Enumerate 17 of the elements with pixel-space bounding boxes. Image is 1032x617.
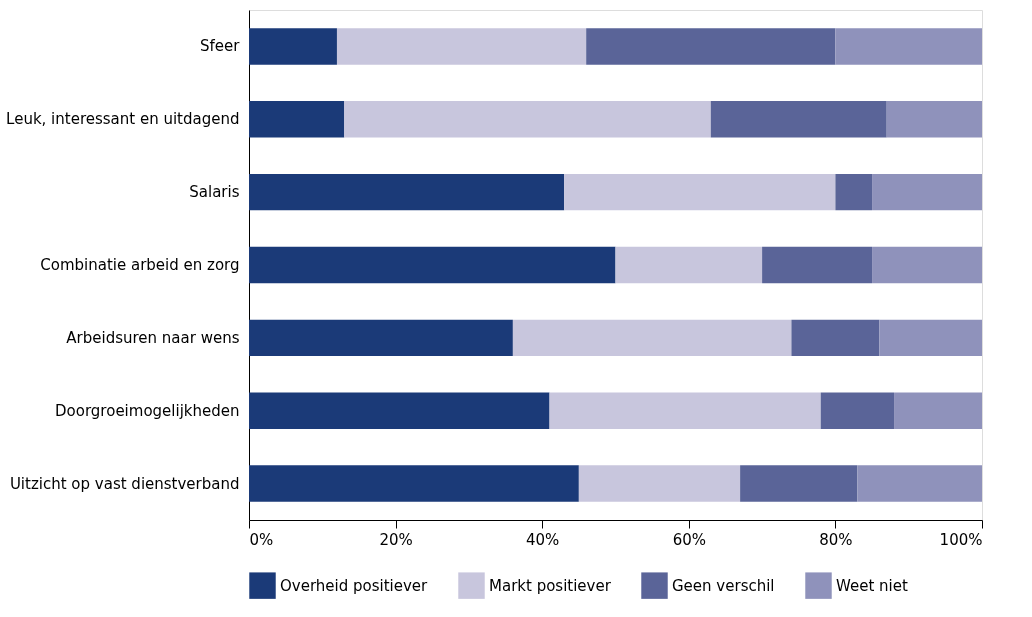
y-tick-label: Salaris <box>189 183 240 202</box>
y-tick-label: Doorgroeimogelijkheden <box>55 401 240 420</box>
legend-label: Geen verschil <box>672 576 775 595</box>
x-tick-label: 60% <box>672 530 706 549</box>
legend-label: Overheid positiever <box>280 576 429 595</box>
y-tick-label: Combinatie arbeid en zorg <box>40 256 240 274</box>
x-tick-label: 80% <box>819 530 853 549</box>
y-tick-label: Uitzicht op vast dienstverband <box>9 474 240 493</box>
y-tick-label: Arbeidsuren naar wens <box>66 328 240 347</box>
legend-label: Markt positiever <box>489 576 612 595</box>
x-tick-label: 40% <box>526 530 560 549</box>
legend-label: Weet niet <box>836 576 908 595</box>
x-tick-label: 100% <box>939 530 983 549</box>
y-tick-label: Sfeer <box>200 37 241 56</box>
x-tick-label: 20% <box>379 530 413 549</box>
x-tick-label: 0% <box>249 530 274 549</box>
y-tick-label: Leuk, interessant en uitdagend <box>6 110 240 129</box>
